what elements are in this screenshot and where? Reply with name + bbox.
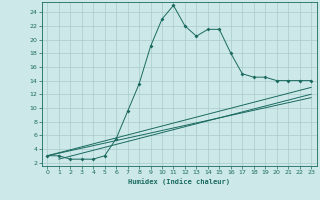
X-axis label: Humidex (Indice chaleur): Humidex (Indice chaleur) xyxy=(128,178,230,185)
